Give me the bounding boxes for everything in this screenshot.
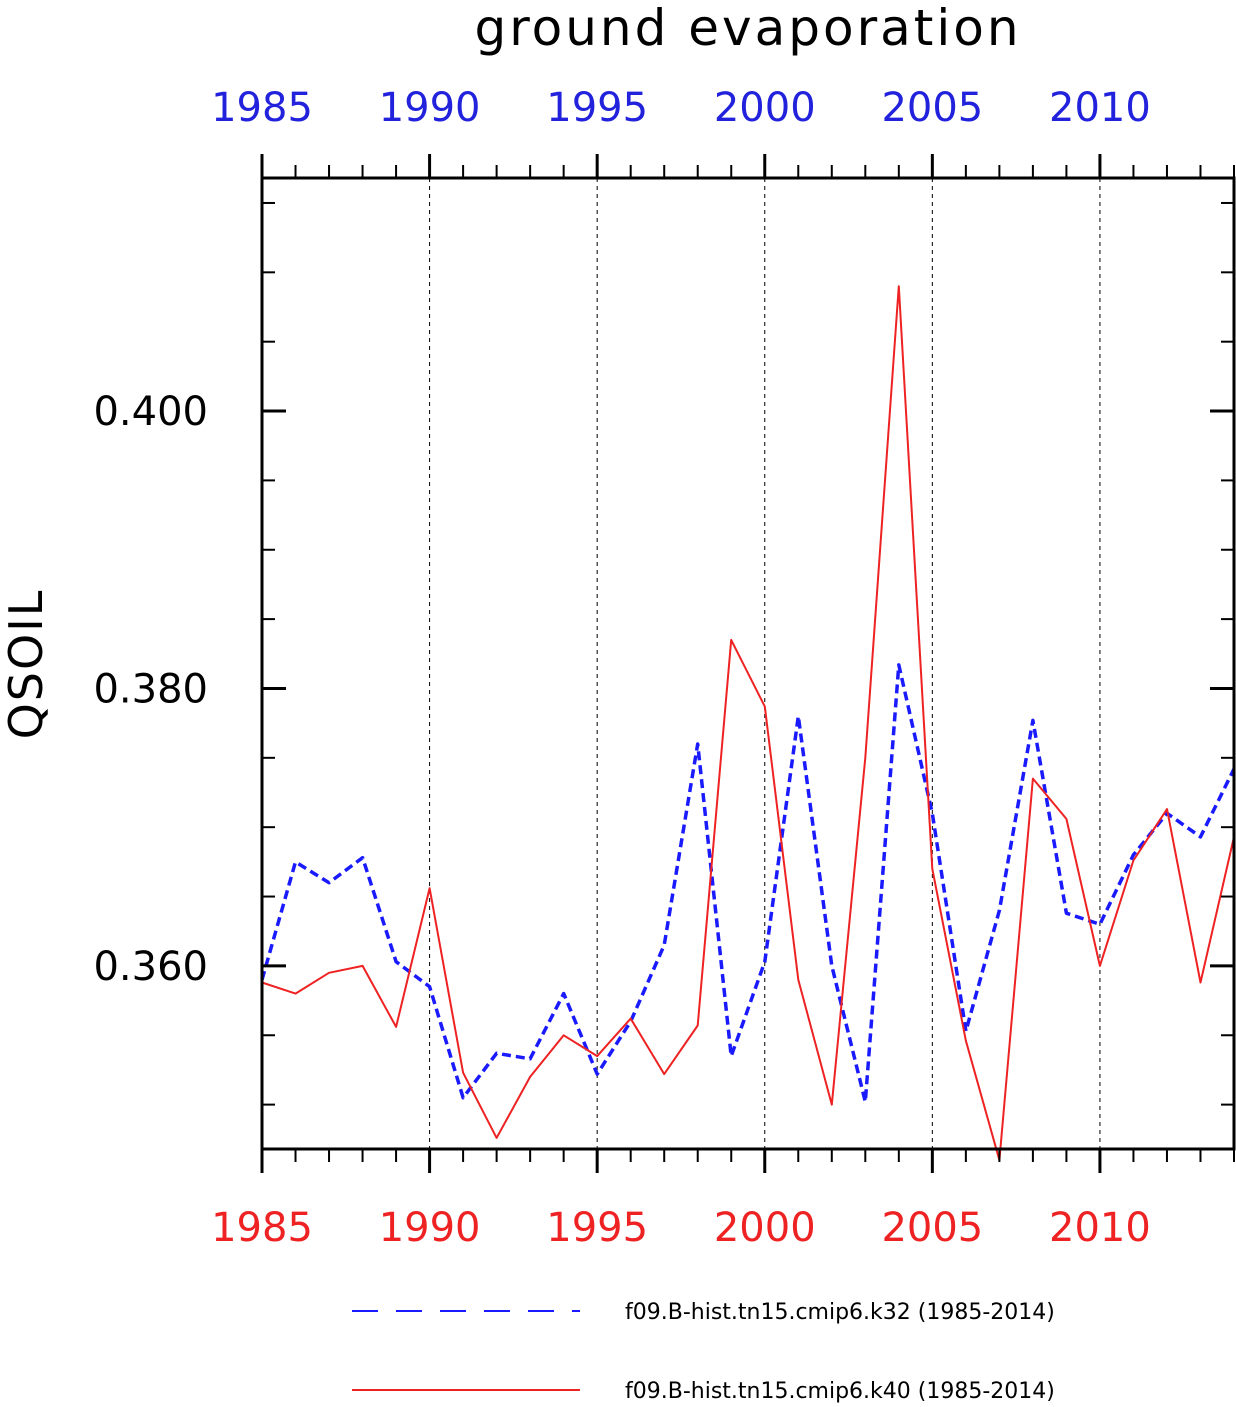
top-x-tick-label: 1985 [211, 85, 313, 131]
y-tick-label: 0.400 [93, 389, 208, 435]
y-tick-label: 0.360 [93, 944, 208, 990]
bottom-x-tick-label: 2000 [714, 1205, 816, 1251]
y-tick-label: 0.380 [93, 666, 208, 712]
series-layer [260, 285, 1236, 1162]
bottom-x-tick-label: 2005 [881, 1205, 983, 1251]
series-line-1 [260, 663, 1236, 1104]
legend-label-1: f09.B-hist.tn15.cmip6.k32 (1985-2014) [625, 1300, 1055, 1325]
series-line-2 [261, 285, 1235, 1162]
y-axis-labels: 0.360 0.380 0.400 [93, 389, 208, 990]
plot-frame [260, 176, 1236, 1151]
bottom-x-axis-labels: 1985 1990 1995 2000 2005 2010 [211, 1205, 1151, 1251]
top-x-tick-label: 2000 [714, 85, 816, 131]
top-x-tick-label: 1990 [379, 85, 481, 131]
chart-title: ground evaporation [474, 0, 1021, 57]
grid-lines [429, 178, 1101, 1149]
top-x-tick-label: 1995 [546, 85, 648, 131]
bottom-x-tick-label: 2010 [1049, 1205, 1151, 1251]
bottom-x-tick-label: 1995 [546, 1205, 648, 1251]
top-x-axis-labels: 1985 1990 1995 2000 2005 2010 [211, 85, 1151, 131]
y-axis-title: QSOIL [0, 589, 53, 740]
legend: f09.B-hist.tn15.cmip6.k32 (1985-2014) f09… [352, 1300, 1055, 1404]
bottom-x-tick-label: 1990 [379, 1205, 481, 1251]
bottom-x-tick-label: 1985 [211, 1205, 313, 1251]
axis-ticks [260, 154, 1235, 1173]
top-x-tick-label: 2010 [1049, 85, 1151, 131]
top-x-tick-label: 2005 [881, 85, 983, 131]
legend-label-2: f09.B-hist.tn15.cmip6.k40 (1985-2014) [625, 1379, 1055, 1404]
